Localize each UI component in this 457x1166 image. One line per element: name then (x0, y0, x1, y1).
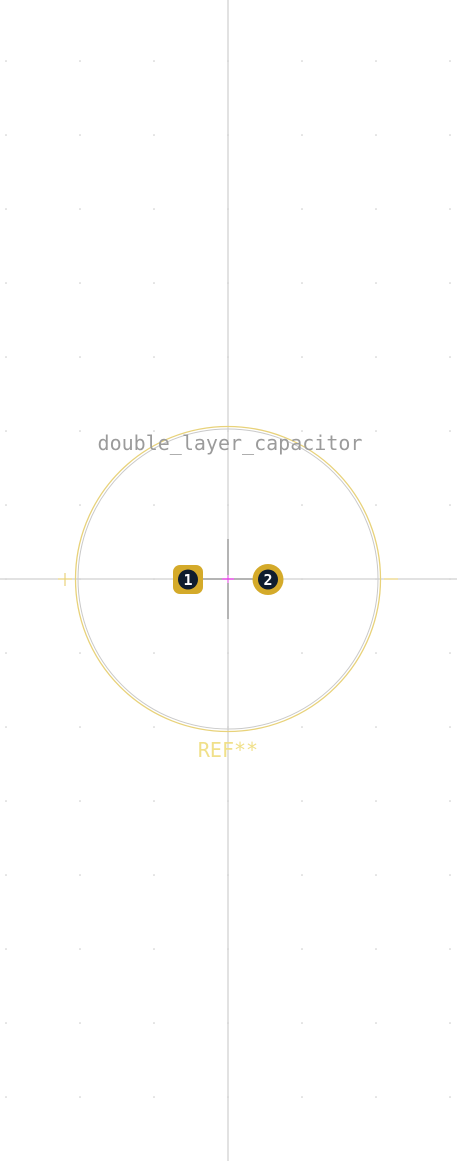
pad-1[interactable]: 1 (173, 565, 203, 594)
grid-dot (79, 60, 81, 62)
grid-dot (79, 208, 81, 210)
grid-dot (79, 134, 81, 136)
grid-dot (5, 948, 7, 950)
grid-dot (375, 208, 377, 210)
grid-dot (449, 134, 451, 136)
grid-dot (153, 504, 155, 506)
grid-dot (375, 504, 377, 506)
grid-dot (79, 800, 81, 802)
grid-dot (153, 948, 155, 950)
grid-dot (5, 1096, 7, 1098)
grid-dot (301, 652, 303, 654)
grid-dot (79, 1096, 81, 1098)
grid-dot (79, 430, 81, 432)
grid-dot (79, 948, 81, 950)
grid-dot (449, 1096, 451, 1098)
grid-dot (153, 1022, 155, 1024)
grid-dot (301, 60, 303, 62)
pad-2-hole (258, 569, 278, 590)
grid-dot (301, 282, 303, 284)
grid-dot (5, 282, 7, 284)
grid-dot (79, 652, 81, 654)
grid-dot (449, 208, 451, 210)
grid-dot (79, 282, 81, 284)
grid-dot (375, 1022, 377, 1024)
grid-dot (375, 356, 377, 358)
grid-dot (79, 504, 81, 506)
anchor-icon (222, 575, 234, 583)
grid-dot (153, 652, 155, 654)
grid-dot (153, 282, 155, 284)
grid-dot (153, 60, 155, 62)
grid-dot (153, 134, 155, 136)
footprint-reference-label[interactable]: REF** (198, 738, 258, 762)
grid-dot (5, 726, 7, 728)
pad-2[interactable]: 2 (252, 564, 284, 595)
grid-dot (301, 134, 303, 136)
grid-dot (153, 356, 155, 358)
grid-dot (375, 800, 377, 802)
fab-outline-circle (77, 428, 379, 730)
grid-dot (449, 948, 451, 950)
grid-dot (301, 800, 303, 802)
grid-dot (449, 430, 451, 432)
grid-dot (449, 356, 451, 358)
grid-dot (301, 948, 303, 950)
silkscreen-outline-circle[interactable] (74, 425, 382, 733)
grid-dot (375, 1096, 377, 1098)
grid-dot (301, 208, 303, 210)
grid-dot (153, 800, 155, 802)
grid-dot (375, 430, 377, 432)
grid-dot (153, 430, 155, 432)
grid-dot (449, 1022, 451, 1024)
grid-dot (301, 430, 303, 432)
grid-dot (79, 874, 81, 876)
grid-dot (375, 874, 377, 876)
grid-dot (375, 282, 377, 284)
grid-dot (5, 874, 7, 876)
grid-dot (301, 726, 303, 728)
grid-dot (449, 282, 451, 284)
footprint-value-label[interactable]: double_layer_capacitor (98, 431, 363, 455)
grid-dot (5, 60, 7, 62)
grid-dot (5, 800, 7, 802)
pad-1-number: 1 (183, 571, 192, 589)
grid-dot (79, 356, 81, 358)
grid-dot (449, 726, 451, 728)
grid-dot (375, 60, 377, 62)
grid-dot (5, 652, 7, 654)
grid-dot (79, 1022, 81, 1024)
grid-dot (375, 134, 377, 136)
grid-dot (5, 208, 7, 210)
grid-dot (301, 356, 303, 358)
grid-dot (449, 874, 451, 876)
grid-dot (5, 134, 7, 136)
grid-dot (301, 1096, 303, 1098)
grid-dot (301, 504, 303, 506)
grid-dot (449, 800, 451, 802)
grid-dot (301, 1022, 303, 1024)
grid-dot (153, 1096, 155, 1098)
grid-dot (449, 504, 451, 506)
pad-1-hole (178, 569, 198, 590)
grid-dot (375, 652, 377, 654)
grid-dot (5, 356, 7, 358)
grid-dot (375, 726, 377, 728)
grid-dot (79, 726, 81, 728)
grid-dot (5, 504, 7, 506)
grid-dot (153, 208, 155, 210)
grid-dot (5, 1022, 7, 1024)
grid-dot (5, 430, 7, 432)
grid-dot (153, 726, 155, 728)
grid-dot (449, 652, 451, 654)
grid-dot (375, 948, 377, 950)
grid-dot (153, 874, 155, 876)
grid-dot (301, 874, 303, 876)
pad-2-number: 2 (263, 571, 272, 589)
grid-dot (449, 60, 451, 62)
